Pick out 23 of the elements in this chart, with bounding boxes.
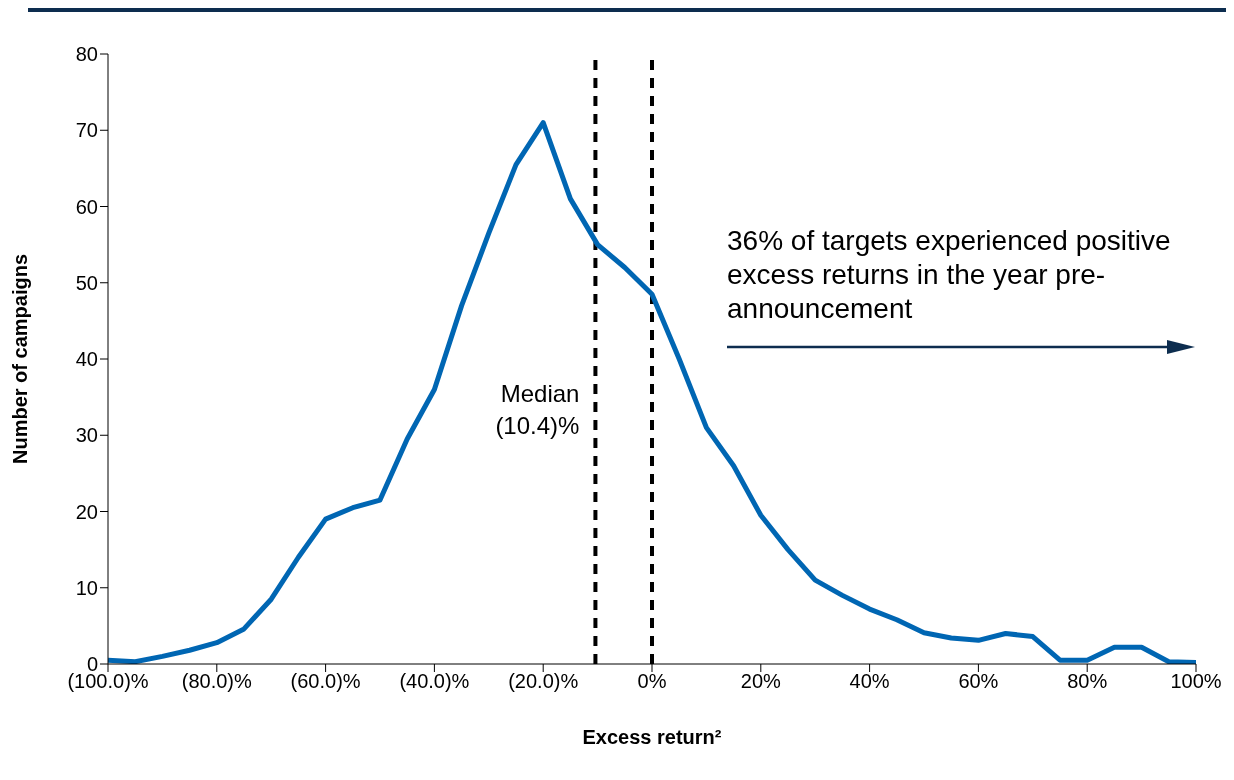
y-axis-title: Number of campaigns [9, 253, 32, 465]
x-tick-label: (60.0)% [290, 670, 361, 693]
x-tick-label: (40.0)% [399, 670, 470, 693]
x-tick-label: (20.0)% [508, 670, 579, 693]
x-tick-label: (80.0)% [181, 670, 253, 693]
y-tick-label: 50 [75, 271, 98, 294]
y-tick-label: 80 [75, 43, 98, 66]
x-axis-title: Excess return² [582, 726, 722, 748]
ref-line-label: Median (10.4)% [495, 379, 580, 439]
x-tick-label: 40% [849, 670, 890, 693]
x-tick-label: 100% [1170, 670, 1222, 693]
x-tick-label: 0% [637, 670, 667, 693]
y-tick-label: 10 [75, 576, 98, 599]
x-tick-label: 20% [740, 670, 782, 693]
y-tick-label: 60 [75, 195, 98, 218]
y-tick-label: 40 [75, 348, 98, 371]
x-tick-label: 60% [958, 670, 999, 693]
annotation: 36% of targets experienced positive excess returns in the year pre-announcement [727, 224, 1172, 326]
y-tick-label: 30 [75, 424, 98, 447]
y-tick-label: 20 [75, 500, 98, 523]
x-tick-label: 80% [1067, 670, 1108, 693]
x-tick-label: (100.0)% [67, 670, 149, 693]
y-tick-label: 70 [75, 119, 98, 142]
